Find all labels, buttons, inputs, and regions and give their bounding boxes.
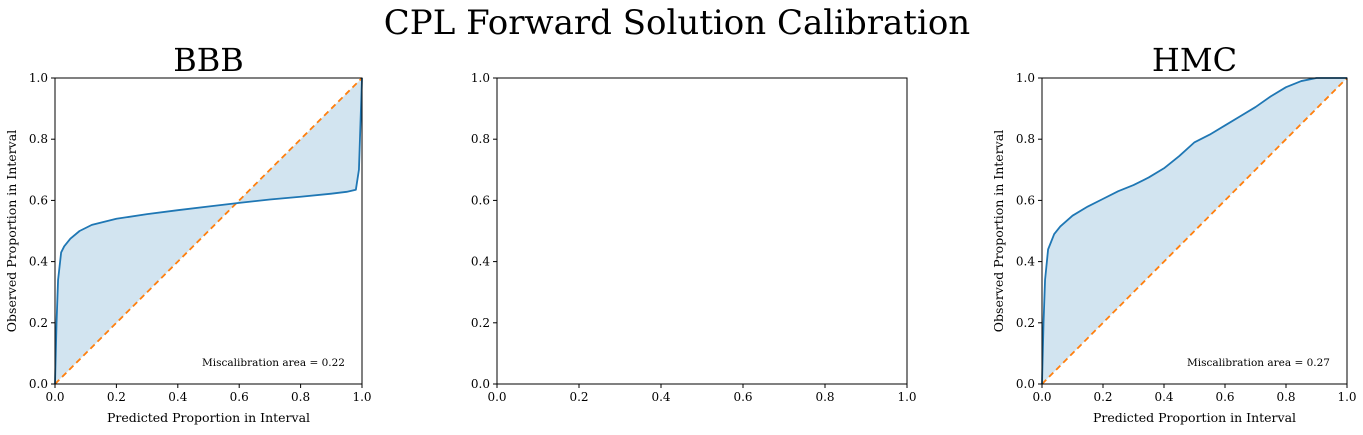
x-tick-label: 0.0 bbox=[45, 390, 64, 404]
y-tick-label: 0.0 bbox=[471, 377, 490, 391]
x-tick-label: 0.6 bbox=[733, 390, 752, 404]
y-tick-label: 0.2 bbox=[29, 316, 48, 330]
empty-panel: 0.0 0.2 0.4 0.6 0.8 1.0 0.0 0.2 0.4 0.6 0.8 1.0 bbox=[471, 71, 917, 404]
y-tick-label: 0.4 bbox=[471, 255, 490, 269]
axes-frame bbox=[1041, 77, 1348, 385]
hmc-calibration-panel: 0.0 0.2 0.4 0.6 0.8 1.0 0.0 0.2 0.4 0.6 0.8 1.0 HMC P… bbox=[991, 41, 1357, 425]
x-tick-label: 0.4 bbox=[1154, 390, 1173, 404]
y-tick-label: 0.6 bbox=[471, 193, 490, 207]
ideal-calibration-line bbox=[1041, 77, 1348, 385]
y-tick-label: 0.0 bbox=[1016, 377, 1035, 391]
calibration-curve bbox=[1041, 77, 1347, 385]
y-tick-label: 0.4 bbox=[1016, 255, 1035, 269]
axes-frame bbox=[54, 77, 363, 385]
x-tick-label: 1.0 bbox=[352, 390, 371, 404]
y-tick-label: 1.0 bbox=[29, 71, 48, 85]
y-tick-label: 0.8 bbox=[1016, 132, 1035, 146]
x-tick-label: 1.0 bbox=[897, 390, 916, 404]
x-tick-label: 0.8 bbox=[815, 390, 834, 404]
y-tick-label: 0.6 bbox=[29, 193, 48, 207]
y-tick-label: 0.8 bbox=[29, 132, 48, 146]
x-tick-label: 0.0 bbox=[1032, 390, 1051, 404]
y-tick-label: 0.0 bbox=[29, 377, 48, 391]
y-tick-label: 1.0 bbox=[471, 71, 490, 85]
x-axis-label: Predicted Proportion in Interval bbox=[1093, 410, 1296, 425]
x-tick-label: 0.0 bbox=[487, 390, 506, 404]
x-tick-label: 1.0 bbox=[1337, 390, 1356, 404]
y-axis-label: Observed Proportion in Interval bbox=[4, 130, 19, 332]
bbb-calibration-panel: 0.0 0.2 0.4 0.6 0.8 1.0 0.0 0.2 0.4 0.6 0.8 1.0 BBB P… bbox=[4, 41, 372, 425]
x-tick-label: 0.6 bbox=[230, 390, 249, 404]
x-tick-label: 0.2 bbox=[107, 390, 126, 404]
miscalibration-area-label: Miscalibration area = 0.27 bbox=[1187, 357, 1330, 369]
x-tick-label: 0.4 bbox=[168, 390, 187, 404]
ideal-calibration-line bbox=[54, 77, 363, 385]
y-tick-label: 0.2 bbox=[1016, 316, 1035, 330]
y-tick-label: 0.8 bbox=[471, 132, 490, 146]
calibration-curve bbox=[54, 77, 363, 385]
panel-title: HMC bbox=[1152, 41, 1237, 79]
panel-title: BBB bbox=[173, 41, 244, 79]
x-tick-label: 0.8 bbox=[291, 390, 310, 404]
x-tick-label: 0.4 bbox=[651, 390, 670, 404]
x-axis-label: Predicted Proportion in Interval bbox=[107, 410, 310, 425]
y-tick-label: 0.6 bbox=[1016, 193, 1035, 207]
y-axis-label: Observed Proportion in Interval bbox=[991, 130, 1006, 332]
y-tick-label: 0.2 bbox=[471, 316, 490, 330]
miscalibration-area-label: Miscalibration area = 0.22 bbox=[202, 357, 345, 369]
x-tick-label: 0.8 bbox=[1276, 390, 1295, 404]
x-tick-label: 0.2 bbox=[1093, 390, 1112, 404]
axes-frame bbox=[496, 77, 908, 385]
y-tick-label: 1.0 bbox=[1016, 71, 1035, 85]
y-tick-label: 0.4 bbox=[29, 255, 48, 269]
figure-title: CPL Forward Solution Calibration bbox=[384, 3, 970, 43]
x-tick-label: 0.2 bbox=[569, 390, 588, 404]
x-tick-label: 0.6 bbox=[1215, 390, 1234, 404]
